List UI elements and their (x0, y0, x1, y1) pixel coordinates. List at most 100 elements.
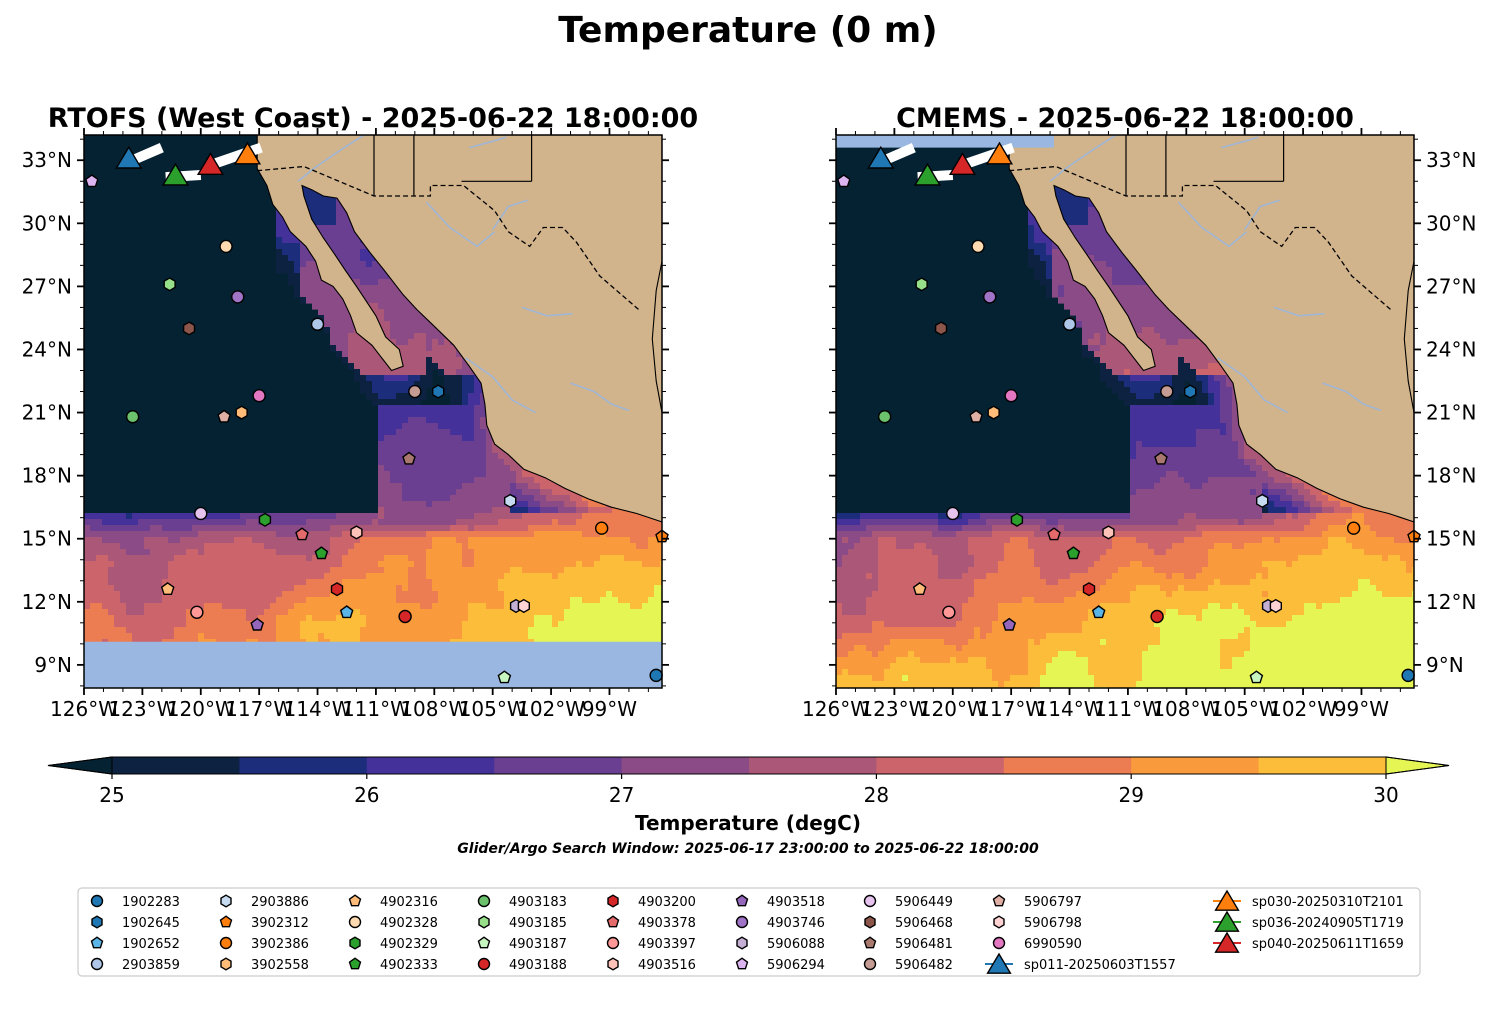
glider-sp030-20250310T2101-marker (985, 141, 1014, 165)
colorbar-label: Temperature (degC) (635, 811, 861, 835)
float-5906797-marker (969, 409, 983, 423)
legend-marker-4903185 (478, 915, 490, 929)
float-4903183-marker (877, 410, 892, 424)
legend-marker-1902652 (90, 936, 104, 949)
float-5906481-marker (402, 451, 416, 465)
legend-label-4903183: 4903183 (509, 895, 567, 910)
glider-sp036-20240905T1719-marker (913, 162, 942, 186)
legend-label-5906294: 5906294 (767, 958, 825, 973)
country-border (1009, 165, 1392, 310)
colorbar-segment (749, 757, 877, 774)
x-tick-label: 117°W (225, 697, 293, 721)
legend-label-4903185: 4903185 (509, 916, 567, 931)
river-line (297, 135, 365, 182)
float-1902652-marker (1091, 605, 1106, 619)
colorbar-segment (1258, 757, 1387, 774)
legend-marker-5906088 (736, 936, 748, 950)
rtofs-observation-markers (84, 141, 669, 684)
x-tick-label: 114°W (284, 697, 352, 721)
cmems-map-panel: CMEMS - 2025-06-22 18:00:00 126°W123°W12… (802, 103, 1476, 721)
y-tick-label: 24°N (1426, 337, 1476, 361)
float-4903378-marker (1047, 527, 1061, 541)
river-line (1177, 201, 1248, 248)
legend-label-1902283: 1902283 (122, 895, 180, 910)
legend-label-6990590: 6990590 (1024, 937, 1082, 952)
legend-marker-1902645 (91, 915, 103, 929)
legend-marker-2903859 (90, 957, 104, 971)
legend-label-5906797: 5906797 (1024, 895, 1082, 910)
land-mainland (1008, 135, 1414, 523)
legend-label-5906482: 5906482 (895, 958, 953, 973)
float-4903746-marker (231, 290, 245, 304)
legend-marker-sp036-20240905T1719 (1214, 910, 1240, 932)
legend-label-3902386: 3902386 (251, 937, 309, 952)
land-east-edge (651, 260, 662, 414)
colorbar-segment (1003, 757, 1132, 774)
cmems-panel-title: CMEMS - 2025-06-22 18:00:00 (896, 103, 1354, 134)
legend-marker-3902312 (219, 915, 233, 928)
x-tick-label: 117°W (977, 697, 1045, 721)
float-4903516-marker (350, 525, 363, 540)
legend-marker-4902329 (349, 936, 361, 950)
legend-label-5906481: 5906481 (895, 937, 953, 952)
float-5906449-marker (194, 506, 208, 521)
glider-sp040-20250611T1659-marker (196, 152, 225, 176)
float-4903516-marker (1102, 525, 1115, 540)
legend-label-2903859: 2903859 (122, 958, 180, 973)
x-tick-label: 108°W (400, 697, 468, 721)
river-line (464, 357, 536, 414)
float-4902316-marker (912, 582, 927, 595)
legend-label-1902645: 1902645 (122, 916, 180, 931)
cmems-observation-markers (836, 141, 1421, 684)
y-tick-label: 30°N (1426, 211, 1476, 235)
float-4902329-marker (1010, 512, 1024, 527)
float-6990590-marker (1004, 389, 1018, 403)
legend-label-4902328: 4902328 (380, 916, 438, 931)
float-4903183-marker (125, 410, 140, 424)
x-tick-label: 105°W (1211, 697, 1279, 721)
float-2903886-marker (1255, 493, 1269, 509)
legend-marker-4902333 (348, 957, 362, 970)
glider-track (882, 143, 916, 165)
legend-frame (77, 887, 1421, 977)
legend-label-sp011-20250603T1557: sp011-20250603T1557 (1024, 958, 1176, 973)
legend-marker-3902386 (219, 936, 233, 950)
float-1902283-marker (649, 668, 663, 683)
legend-label-4903397: 4903397 (638, 937, 696, 952)
float-3902386-marker (594, 521, 609, 535)
float-4903378-marker (295, 527, 309, 541)
legend-marker-sp011-20250603T1557 (986, 952, 1012, 974)
legend-label-1902652: 1902652 (122, 937, 180, 952)
colorbar-segment (112, 757, 240, 774)
glider-sp036-20240905T1719-marker (161, 162, 190, 186)
legend-marker-1902283 (90, 894, 104, 908)
float-5906798-marker (517, 598, 530, 614)
x-tick-label: 102°W (517, 697, 585, 721)
land-east-edge (1403, 260, 1414, 414)
float-5906468-marker (182, 321, 196, 336)
legend-label-sp036-20240905T1719: sp036-20240905T1719 (1252, 916, 1404, 931)
rtofs-map-panel: RTOFS (West Coast) - 2025-06-22 18:00:00… (22, 103, 699, 721)
legend-label-5906088: 5906088 (767, 937, 825, 952)
rtofs-map-frame (83, 134, 663, 689)
legend-marker-2903886 (220, 894, 232, 908)
colorbar-under-arrow (47, 756, 113, 775)
float-4903518-marker (1002, 617, 1017, 631)
glider-sp011-20250603T1557-marker (115, 145, 143, 169)
float-4902316-marker (160, 582, 175, 595)
colorbar-tick-label: 26 (354, 783, 379, 807)
colorbar-tick-label: 29 (1118, 783, 1143, 807)
float-5906798-marker (1269, 598, 1283, 614)
float-3902558-marker (987, 405, 1000, 420)
float-5906482-marker (1160, 384, 1174, 399)
search-window-text: Glider/Argo Search Window: 2025-06-17 23… (457, 841, 1039, 857)
no-data-band (84, 641, 662, 688)
float-6990590-marker (252, 389, 266, 403)
colorbar-segment (876, 757, 1005, 774)
float-5906797-marker (217, 409, 231, 423)
float-5906294-marker (84, 174, 99, 188)
float-4903185-marker (915, 277, 928, 292)
legend-label-3902558: 3902558 (251, 958, 309, 973)
legend-marker-5906294 (735, 957, 749, 970)
legend-label-4902329: 4902329 (380, 937, 438, 952)
